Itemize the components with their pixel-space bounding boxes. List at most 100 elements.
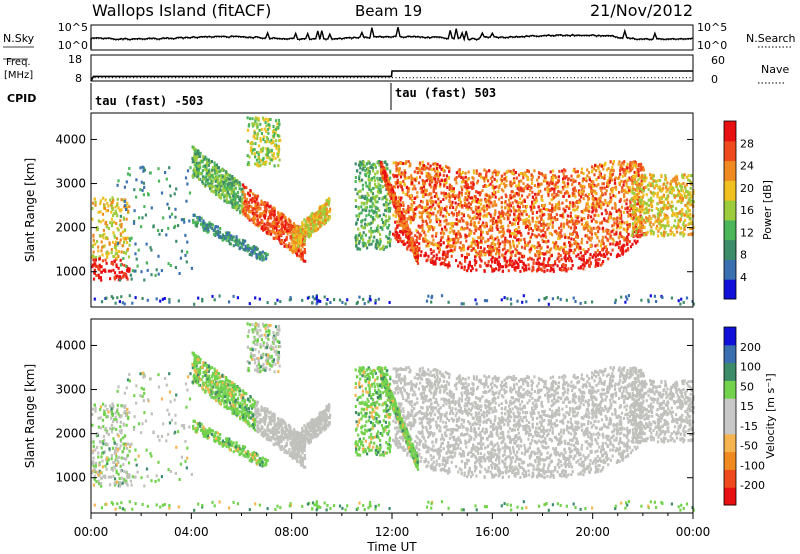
power-echo [299, 230, 302, 234]
power-echo [504, 236, 507, 240]
power-echo [204, 168, 207, 171]
power-echo [248, 204, 251, 208]
power-echo [123, 185, 126, 189]
power-echo [434, 234, 438, 238]
power-echo [537, 225, 540, 229]
power-echo [410, 174, 413, 178]
power-echo [477, 206, 480, 210]
power-echo [273, 144, 276, 148]
power-echo [186, 182, 189, 186]
power-echo [560, 228, 563, 232]
power-echo [364, 206, 367, 210]
power-echo [443, 219, 446, 223]
power-echo [304, 259, 307, 263]
power-echo [579, 251, 582, 255]
beam-title: Beam 19 [355, 2, 422, 20]
power-echo [597, 165, 600, 169]
power-echo [410, 218, 413, 222]
power-echo [600, 221, 603, 225]
power-echo [228, 192, 231, 196]
power-echo [121, 244, 124, 248]
power-echo [98, 234, 102, 238]
power-echo [261, 258, 264, 262]
power-echo [547, 226, 550, 230]
power-echo [263, 216, 266, 220]
power-echo [582, 257, 585, 261]
power-echo [101, 259, 104, 263]
power-echo [570, 259, 574, 263]
power-echo [256, 247, 259, 251]
power-echo [498, 197, 501, 201]
power-echo [261, 226, 264, 230]
power-echo [620, 225, 623, 229]
power-echo [479, 172, 482, 176]
power-echo [534, 192, 537, 196]
power-echo [467, 266, 470, 270]
power-echo [626, 248, 629, 252]
power-echo [362, 231, 365, 235]
power-echo [113, 212, 116, 215]
power-echo [435, 194, 439, 198]
power-echo [443, 207, 446, 211]
power-echo [128, 237, 131, 241]
power-echo [247, 247, 250, 251]
power-echo [154, 273, 157, 277]
power-echo [267, 215, 270, 219]
power-echo [603, 177, 606, 180]
power-echo [359, 166, 362, 170]
power-echo [363, 208, 366, 212]
power-echo [623, 172, 626, 175]
power-echo [385, 166, 388, 170]
power-echo [445, 205, 448, 209]
power-echo [219, 174, 222, 178]
power-echo [174, 207, 177, 211]
power-echo [382, 196, 385, 200]
power-echo [435, 231, 438, 235]
power-echo [626, 220, 629, 224]
power-echo [477, 246, 480, 249]
power-echo [207, 181, 210, 185]
power-echo [540, 217, 543, 221]
power-echo [186, 240, 189, 244]
power-echo [158, 232, 161, 236]
power-echo [367, 166, 370, 170]
power-echo [322, 212, 325, 216]
power-echo [259, 159, 263, 163]
power-echo [435, 167, 438, 171]
power-echo [256, 163, 259, 167]
power-echo [294, 226, 297, 230]
power-echo [149, 171, 152, 175]
power-echo [569, 178, 573, 182]
power-echo [455, 235, 458, 239]
power-echo [430, 185, 433, 189]
power-echo [501, 248, 505, 252]
power-echo [226, 179, 229, 183]
power-echo [213, 229, 216, 233]
power-echo [529, 235, 533, 239]
power-echo [213, 161, 216, 165]
power-echo [246, 154, 249, 158]
power-echo [584, 252, 587, 255]
power-echo [587, 247, 590, 251]
power-echo [221, 189, 224, 193]
power-echo [571, 219, 574, 223]
power-echo [194, 158, 197, 162]
power-echo [514, 199, 517, 203]
power-echo [225, 187, 229, 191]
power-echo [177, 224, 180, 228]
power-echo [592, 226, 595, 230]
power-echo [95, 255, 98, 259]
power-echo [126, 241, 129, 244]
power-echo [365, 184, 368, 188]
power-echo [235, 179, 238, 183]
power-echo [260, 200, 263, 204]
power-echo [468, 263, 472, 267]
power-echo [128, 205, 131, 209]
power-echo [471, 210, 474, 214]
power-echo [379, 233, 382, 236]
power-echo [570, 249, 573, 252]
power-echo [251, 117, 254, 121]
power-echo [319, 212, 322, 215]
power-echo [517, 231, 520, 235]
power-echo [213, 232, 216, 236]
